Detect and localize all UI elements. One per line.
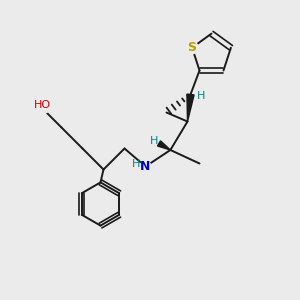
Text: H: H (150, 136, 158, 146)
Text: HO: HO (34, 100, 52, 110)
Text: H: H (197, 91, 205, 101)
Polygon shape (158, 141, 170, 150)
Circle shape (186, 42, 198, 54)
Text: S: S (188, 41, 196, 54)
Polygon shape (187, 94, 194, 122)
Circle shape (140, 161, 151, 172)
Text: H: H (132, 159, 141, 169)
Text: N: N (140, 160, 151, 173)
Circle shape (34, 97, 51, 113)
